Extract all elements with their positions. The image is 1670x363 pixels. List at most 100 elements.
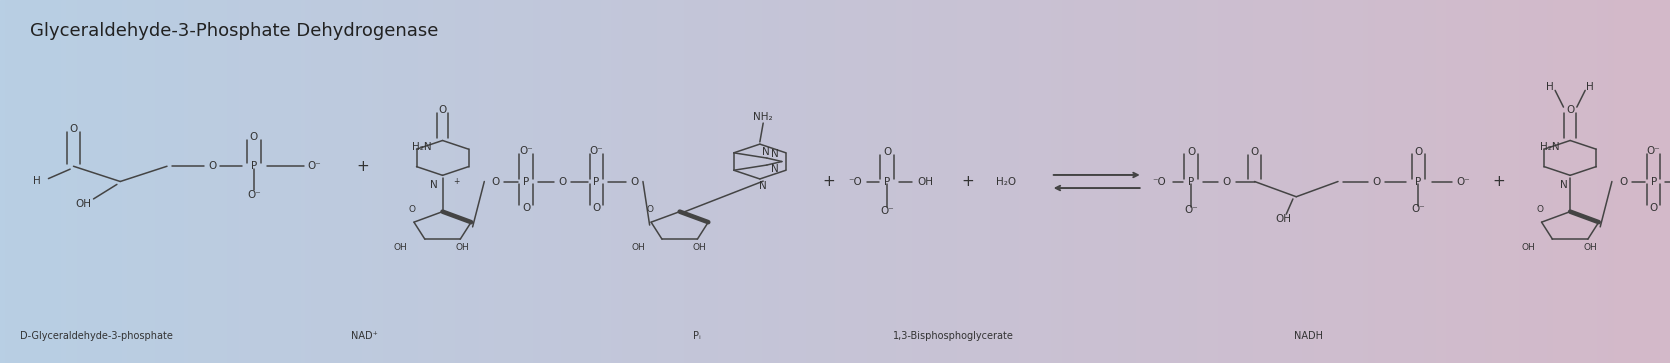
- Bar: [919, 0, 925, 363]
- Bar: [1658, 0, 1667, 363]
- Text: Pᵢ: Pᵢ: [693, 331, 701, 341]
- Bar: [1531, 0, 1538, 363]
- Bar: [1014, 0, 1020, 363]
- Bar: [590, 0, 598, 363]
- Bar: [1403, 0, 1409, 363]
- Bar: [868, 0, 875, 363]
- Bar: [367, 0, 374, 363]
- Bar: [412, 0, 419, 363]
- Bar: [1608, 0, 1617, 363]
- Text: OH: OH: [75, 199, 92, 209]
- Bar: [573, 0, 581, 363]
- Bar: [613, 0, 620, 363]
- Bar: [1298, 0, 1304, 363]
- Bar: [245, 0, 252, 363]
- Bar: [668, 0, 675, 363]
- Bar: [262, 0, 269, 363]
- Bar: [1119, 0, 1126, 363]
- Bar: [1525, 0, 1533, 363]
- Text: O⁻: O⁻: [1647, 146, 1660, 156]
- Text: O: O: [559, 176, 566, 187]
- Bar: [897, 0, 903, 363]
- Text: O⁻: O⁻: [1456, 176, 1470, 187]
- Bar: [423, 0, 431, 363]
- Bar: [1303, 0, 1309, 363]
- Text: H₂N: H₂N: [412, 142, 431, 152]
- Bar: [1258, 0, 1266, 363]
- Bar: [22, 0, 30, 363]
- Bar: [1598, 0, 1605, 363]
- Bar: [1207, 0, 1216, 363]
- Bar: [506, 0, 514, 363]
- Bar: [873, 0, 882, 363]
- Bar: [473, 0, 481, 363]
- Bar: [150, 0, 157, 363]
- Bar: [1197, 0, 1204, 363]
- Text: D-Glyceraldehyde-3-phosphate: D-Glyceraldehyde-3-phosphate: [20, 331, 174, 341]
- Text: O: O: [1566, 105, 1575, 115]
- Text: O⁻: O⁻: [519, 146, 533, 156]
- Text: OH: OH: [394, 244, 407, 252]
- Bar: [1458, 0, 1466, 363]
- Bar: [1064, 0, 1070, 363]
- Bar: [763, 0, 770, 363]
- Bar: [296, 0, 302, 363]
- Text: OH: OH: [693, 244, 706, 252]
- Bar: [129, 0, 135, 363]
- Bar: [406, 0, 414, 363]
- Text: P: P: [250, 161, 257, 171]
- Bar: [200, 0, 207, 363]
- Bar: [434, 0, 441, 363]
- Bar: [902, 0, 908, 363]
- Bar: [1558, 0, 1566, 363]
- Text: O⁻: O⁻: [880, 206, 893, 216]
- Text: H₂O: H₂O: [995, 176, 1015, 187]
- Bar: [1057, 0, 1065, 363]
- Bar: [985, 0, 992, 363]
- Bar: [267, 0, 274, 363]
- Bar: [312, 0, 319, 363]
- Text: OH: OH: [631, 244, 645, 252]
- Bar: [1515, 0, 1521, 363]
- Text: O: O: [1650, 203, 1658, 213]
- Bar: [179, 0, 185, 363]
- Text: N: N: [762, 147, 770, 157]
- Bar: [1236, 0, 1242, 363]
- Bar: [1364, 0, 1371, 363]
- Bar: [1398, 0, 1404, 363]
- Text: NH₂: NH₂: [753, 112, 773, 122]
- Bar: [479, 0, 486, 363]
- Bar: [1291, 0, 1299, 363]
- Bar: [339, 0, 347, 363]
- Bar: [1002, 0, 1009, 363]
- Text: OH: OH: [456, 244, 469, 252]
- Bar: [1436, 0, 1443, 363]
- Bar: [301, 0, 307, 363]
- Bar: [1191, 0, 1199, 363]
- Bar: [1331, 0, 1338, 363]
- Bar: [1665, 0, 1670, 363]
- Bar: [222, 0, 230, 363]
- Bar: [89, 0, 97, 363]
- Bar: [1286, 0, 1293, 363]
- Bar: [513, 0, 519, 363]
- Bar: [752, 0, 758, 363]
- Bar: [334, 0, 341, 363]
- Bar: [439, 0, 448, 363]
- Bar: [489, 0, 498, 363]
- Text: O: O: [209, 161, 215, 171]
- Bar: [1625, 0, 1633, 363]
- Bar: [0, 0, 7, 363]
- Text: OH: OH: [1583, 244, 1597, 252]
- Text: O: O: [409, 205, 416, 214]
- Bar: [630, 0, 636, 363]
- Bar: [924, 0, 932, 363]
- Bar: [1231, 0, 1237, 363]
- Bar: [1470, 0, 1476, 363]
- Text: O: O: [593, 203, 600, 213]
- Text: H: H: [1586, 82, 1595, 92]
- Bar: [907, 0, 915, 363]
- Bar: [33, 0, 40, 363]
- Bar: [830, 0, 837, 363]
- Bar: [696, 0, 703, 363]
